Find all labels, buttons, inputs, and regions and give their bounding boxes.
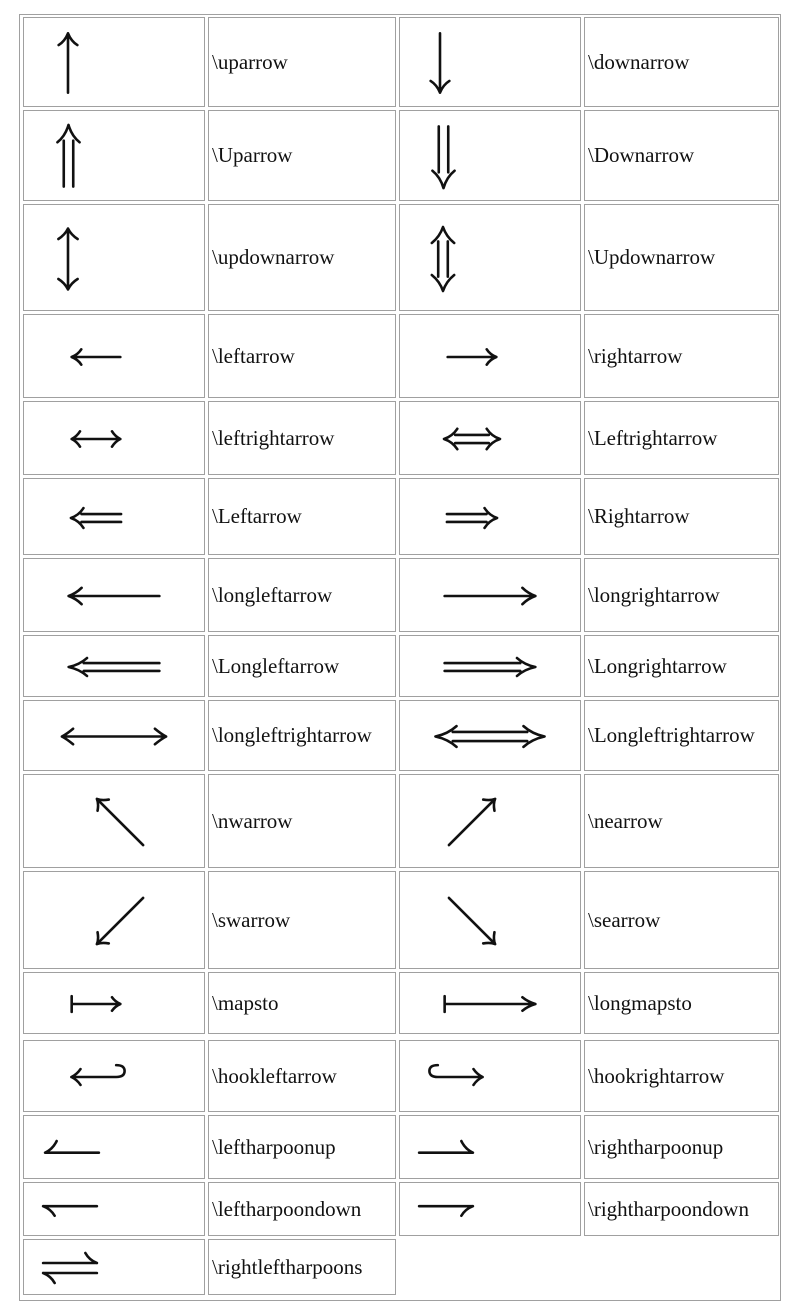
longrightarrow-icon: [436, 562, 544, 630]
updownarrow-icon: [28, 219, 108, 299]
command-name: \leftharpoondown: [208, 1182, 396, 1236]
downarrow-icon: [401, 24, 479, 102]
symbol-cell: [23, 635, 205, 697]
symbol-cell: [399, 1182, 581, 1236]
symbol-cell: [399, 871, 581, 969]
nwarrow-icon: [87, 789, 153, 855]
double-rightarrow-icon: [439, 485, 505, 551]
command-name: \Updownarrow: [584, 204, 779, 311]
symbol-cell: [23, 558, 205, 632]
double-downarrow-icon: [404, 117, 483, 196]
symbol-cell: [399, 1040, 581, 1112]
command-name: \leftrightarrow: [208, 401, 396, 475]
command-name: \mapsto: [208, 972, 396, 1034]
longmapsto-icon: [436, 976, 544, 1032]
command-name: \Longrightarrow: [584, 635, 779, 697]
symbol-cell: [399, 478, 581, 555]
command-name: \Downarrow: [584, 110, 779, 201]
command-name: \uparrow: [208, 17, 396, 107]
hookleftarrow-icon: [63, 1044, 133, 1110]
symbol-cell: [23, 871, 205, 969]
double-longrightarrow-icon: [436, 639, 544, 695]
command-name: \rightharpoondown: [584, 1182, 779, 1236]
symbol-cell: [399, 972, 581, 1034]
hookrightarrow-icon: [421, 1044, 491, 1110]
symbol-cell: [399, 17, 581, 107]
rightarrow-icon: [440, 325, 504, 389]
symbol-cell: [23, 17, 205, 107]
command-name: \updownarrow: [208, 204, 396, 311]
command-name: \leftharpoonup: [208, 1115, 396, 1179]
symbol-cell: [399, 700, 581, 771]
command-name: \swarrow: [208, 871, 396, 969]
symbol-cell: [23, 204, 205, 311]
longleftarrow-icon: [60, 562, 168, 630]
double-longleftrightarrow-icon: [428, 704, 552, 769]
command-name: \Leftrightarrow: [584, 401, 779, 475]
symbol-cell: [399, 635, 581, 697]
command-name: \longrightarrow: [584, 558, 779, 632]
leftrightarrow-icon: [64, 407, 128, 471]
symbol-cell: [399, 401, 581, 475]
double-longleftarrow-icon: [60, 639, 168, 695]
searrow-icon: [439, 888, 505, 954]
symbol-cell: [23, 401, 205, 475]
rightharpoondown-icon: [414, 1186, 478, 1234]
symbol-cell: [23, 314, 205, 398]
symbol-cell: [23, 700, 205, 771]
symbol-cell: [23, 1040, 205, 1112]
symbol-cell: [399, 314, 581, 398]
command-name: \hookrightarrow: [584, 1040, 779, 1112]
symbol-table: [19, 14, 781, 1301]
symbol-cell: [23, 972, 205, 1034]
command-name: \nearrow: [584, 774, 779, 868]
symbol-cell: [399, 204, 581, 311]
leftharpoonup-icon: [40, 1119, 104, 1177]
command-name: \downarrow: [584, 17, 779, 107]
rightleftharpoons-icon: [38, 1243, 102, 1293]
command-name: \hookleftarrow: [208, 1040, 396, 1112]
command-name: \Rightarrow: [584, 478, 779, 555]
swarrow-icon: [87, 888, 153, 954]
symbol-cell: [23, 1182, 205, 1236]
command-name: \longmapsto: [584, 972, 779, 1034]
double-uparrow-icon: [29, 117, 108, 196]
symbol-cell: [399, 558, 581, 632]
command-name: \rightharpoonup: [584, 1115, 779, 1179]
symbol-cell: [23, 110, 205, 201]
leftarrow-icon: [64, 325, 128, 389]
symbol-cell: [23, 774, 205, 868]
symbol-cell: [23, 1239, 205, 1295]
symbol-cell: [399, 774, 581, 868]
command-name: \Longleftarrow: [208, 635, 396, 697]
symbol-cell: [23, 1115, 205, 1179]
double-leftrightarrow-icon: [437, 405, 507, 473]
symbol-cell: [399, 1115, 581, 1179]
command-name: \Uparrow: [208, 110, 396, 201]
longleftrightarrow-icon: [52, 704, 176, 769]
command-name: \rightarrow: [584, 314, 779, 398]
command-name: \longleftrightarrow: [208, 700, 396, 771]
command-name: \searrow: [584, 871, 779, 969]
command-name: \Longleftrightarrow: [584, 700, 779, 771]
uparrow-icon: [29, 24, 107, 102]
mapsto-icon: [64, 976, 128, 1032]
command-name: \Leftarrow: [208, 478, 396, 555]
rightharpoonup-icon: [414, 1119, 478, 1177]
command-name: \nwarrow: [208, 774, 396, 868]
command-name: \leftarrow: [208, 314, 396, 398]
nearrow-icon: [439, 789, 505, 855]
command-name: \longleftarrow: [208, 558, 396, 632]
double-updownarrow-icon: [403, 219, 483, 299]
command-name: \rightleftharpoons: [208, 1239, 396, 1295]
leftharpoondown-icon: [38, 1186, 102, 1234]
double-leftarrow-icon: [63, 485, 129, 551]
symbol-cell: [23, 478, 205, 555]
symbol-cell: [399, 110, 581, 201]
